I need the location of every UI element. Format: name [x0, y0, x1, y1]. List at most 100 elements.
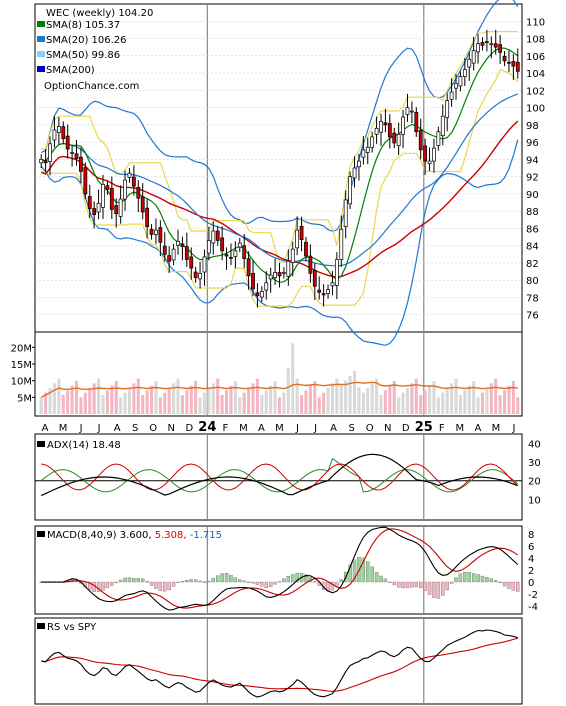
macd-signal-line [41, 528, 519, 609]
macd-histogram-bar [511, 581, 516, 591]
month-label: N [384, 423, 391, 434]
volume-bar [277, 397, 282, 414]
macd-histogram-bar [467, 572, 471, 583]
macd-histogram-bar [171, 581, 176, 587]
volume-bar [498, 395, 502, 414]
candle-body [251, 272, 255, 290]
candle-body [440, 115, 445, 136]
macd-histogram-bar [414, 581, 418, 588]
macd-label: MACD(8,40,9) 3.600, 5.308, -1.715 [47, 530, 222, 541]
volume-bar [105, 390, 109, 414]
price-tick-label: 104 [526, 69, 545, 80]
volume-bar [511, 381, 515, 414]
candle-body [56, 126, 61, 133]
macd-tick-label: 0 [528, 578, 534, 589]
macd-histogram-bar [313, 581, 317, 583]
candle-body [109, 187, 114, 210]
macd-histogram-bar [216, 575, 220, 583]
price-tick-label: 92 [526, 173, 539, 184]
candle-body [211, 230, 216, 244]
candle-body [154, 229, 158, 235]
volume-bar [450, 383, 454, 414]
candle-body [436, 131, 441, 146]
candle-body [268, 274, 273, 280]
candle-body [180, 243, 185, 247]
macd-histogram-bar [410, 581, 414, 588]
candle-body [215, 230, 220, 241]
macd-tick-label: 2 [528, 566, 534, 577]
macd-histogram-bar [458, 573, 463, 583]
macd-histogram-bar [454, 577, 458, 583]
volume-bar [202, 392, 207, 414]
volume-bar [88, 388, 92, 414]
macd-histogram-bar [282, 578, 286, 583]
volume-bar [163, 392, 167, 414]
volume-bar [198, 397, 202, 414]
candle-body [220, 237, 225, 252]
candle-body [43, 160, 48, 164]
macd-histogram-bar [127, 577, 132, 583]
candle-body [515, 61, 520, 72]
candle-body [321, 293, 326, 296]
macd-histogram-bar [189, 579, 193, 583]
candle-body [237, 242, 242, 248]
macd-histogram-bar [207, 580, 211, 583]
volume-bar [485, 388, 489, 414]
candle-body [61, 126, 66, 140]
volume-bar [348, 375, 352, 414]
month-label: A [114, 423, 121, 434]
volume-bar [189, 385, 193, 414]
volume-bar [379, 395, 383, 414]
macd-histogram-bar [388, 581, 392, 583]
macd-histogram-bar [432, 581, 436, 598]
candle-body [145, 207, 150, 228]
volume-bar [136, 378, 140, 414]
candle-body [312, 270, 317, 287]
macd-histogram-bar [220, 573, 224, 583]
candle-body [396, 133, 401, 146]
adx-label: ADX(14) 18.48 [47, 440, 121, 451]
volume-bar [172, 383, 176, 414]
month-label: A [42, 423, 49, 434]
adx-tick-label: 20 [528, 477, 541, 488]
volume-bar [141, 395, 145, 414]
axis-labels: A M J J A S O N D 24 F M A M J J A S O N D 25 F M A M J76788082848… [11, 17, 545, 613]
macd-histogram-bar [392, 581, 396, 586]
volume-bar [123, 392, 127, 414]
macd-histogram-bar [489, 578, 494, 583]
month-label: O [366, 423, 374, 434]
volume-bar [273, 381, 277, 414]
candle-body [507, 61, 511, 64]
macd-histogram-bar [118, 579, 123, 583]
volume-bar [432, 381, 436, 414]
month-label: J [511, 423, 515, 434]
volume-bar [423, 390, 427, 414]
macd-histogram-bar [96, 581, 101, 592]
macd-histogram-bar [352, 559, 357, 583]
month-label: S [348, 423, 354, 434]
volume-bar [48, 388, 52, 414]
volume-bar [233, 381, 237, 414]
candle-body [405, 107, 410, 115]
rs-label: RS vs SPY [47, 622, 97, 633]
candle-body [295, 229, 300, 249]
volume-bar [57, 378, 61, 414]
macd-histogram-bar [463, 572, 467, 583]
watermark: OptionChance.com [44, 81, 139, 92]
volume-bar [441, 392, 445, 414]
minus-di-line [41, 463, 519, 491]
volume-bar [52, 383, 56, 414]
volume-bar [352, 371, 357, 414]
volume-bar [92, 383, 96, 414]
volume-bar [225, 390, 229, 414]
volume-bar [167, 388, 171, 414]
month-label: J [313, 423, 317, 434]
volume-bar [66, 390, 70, 414]
volume-bar [83, 392, 87, 414]
volume-bar [216, 378, 220, 414]
volume-bar [291, 343, 295, 414]
macd-histogram-bar [273, 581, 277, 585]
candle-body [118, 198, 123, 217]
volume-bar [229, 385, 233, 414]
candle-body [476, 43, 480, 53]
